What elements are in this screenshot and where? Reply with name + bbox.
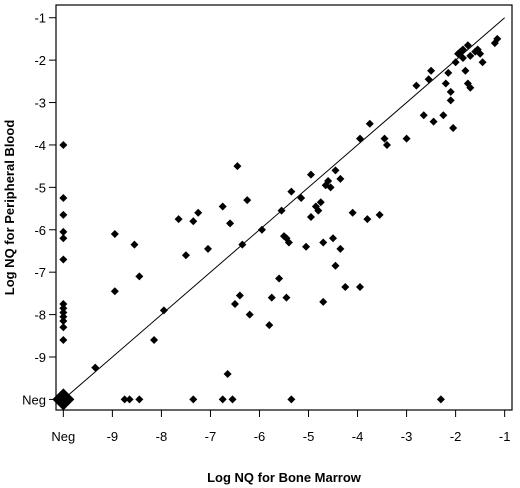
data-point [233, 162, 241, 170]
y-axis-title: Log NQ for Peripheral Blood [2, 120, 17, 296]
data-point [331, 166, 339, 174]
y-tick-label: -8 [34, 308, 46, 323]
data-point [319, 298, 327, 306]
data-point [219, 202, 227, 210]
data-point [437, 395, 445, 403]
data-point [219, 395, 227, 403]
data-point [329, 234, 337, 242]
data-point [319, 238, 327, 246]
data-point [226, 219, 234, 227]
x-axis-title: Log NQ for Bone Marrow [207, 470, 362, 485]
data-point [287, 395, 295, 403]
data-point [236, 291, 244, 299]
y-tick-label: -4 [34, 138, 46, 153]
data-point [160, 306, 168, 314]
data-point [336, 245, 344, 253]
data-point [420, 111, 428, 119]
data-point [449, 124, 457, 132]
data-point [479, 58, 487, 66]
data-point [268, 294, 276, 302]
x-tick-label: -4 [352, 429, 364, 444]
data-point [336, 175, 344, 183]
data-point [175, 215, 183, 223]
identity-line [63, 18, 504, 400]
x-tick-label: -1 [499, 429, 511, 444]
data-point [189, 217, 197, 225]
x-tick-label: -5 [303, 429, 315, 444]
data-point [194, 209, 202, 217]
x-tick-label: -6 [254, 429, 266, 444]
data-point [427, 67, 435, 75]
data-point [59, 141, 67, 149]
data-point [204, 245, 212, 253]
data-point [111, 287, 119, 295]
y-tick-label: -9 [34, 350, 46, 365]
data-point [425, 75, 433, 83]
data-point [366, 120, 374, 128]
data-point [59, 336, 67, 344]
x-tick-label: Neg [51, 429, 75, 444]
data-point [442, 79, 450, 87]
data-point [150, 336, 158, 344]
data-point [307, 171, 315, 179]
data-point [130, 241, 138, 249]
x-tick-label: -2 [450, 429, 462, 444]
data-point [430, 118, 438, 126]
data-point [349, 209, 357, 217]
data-point [356, 283, 364, 291]
data-point [126, 395, 134, 403]
data-point [246, 311, 254, 319]
data-point [444, 69, 452, 77]
data-point [447, 88, 455, 96]
data-point [341, 283, 349, 291]
data-point [59, 194, 67, 202]
data-point [189, 395, 197, 403]
y-tick-label: -7 [34, 265, 46, 280]
data-point [243, 196, 251, 204]
data-point [135, 395, 143, 403]
data-point [307, 213, 315, 221]
data-point [224, 370, 232, 378]
plot-area: Neg -9 -8 -7 -6 -5 -4 -3 -2 -1 Neg -9 -8 -7 -6 -5 -4 -3 -2… [22, 5, 512, 444]
data-point [302, 243, 310, 251]
y-tick-label: -6 [34, 223, 46, 238]
data-point [363, 215, 371, 223]
x-tick-label: -8 [156, 429, 168, 444]
data-point [376, 211, 384, 219]
y-tick-label: -2 [34, 53, 46, 68]
data-point [265, 321, 273, 329]
data-point [403, 135, 411, 143]
data-point [461, 67, 469, 75]
data-point [59, 255, 67, 263]
plot-frame [56, 5, 512, 410]
y-tick-label: -5 [34, 180, 46, 195]
data-point [297, 194, 305, 202]
data-point [135, 272, 143, 280]
y-tick-label: Neg [22, 392, 46, 407]
data-point [59, 323, 67, 331]
y-tick-label: -3 [34, 96, 46, 111]
data-point [59, 211, 67, 219]
data-point [282, 294, 290, 302]
data-point [356, 135, 364, 143]
data-point [275, 275, 283, 283]
data-point [91, 364, 99, 372]
data-point [287, 188, 295, 196]
data-point [439, 111, 447, 119]
data-point [182, 251, 190, 259]
data-point [59, 234, 67, 242]
data-point [452, 58, 460, 66]
data-point [258, 226, 266, 234]
data-point [412, 82, 420, 90]
x-tick-label: -9 [107, 429, 119, 444]
data-point [229, 395, 237, 403]
x-tick-label: -3 [401, 429, 413, 444]
data-point [231, 300, 239, 308]
data-point [447, 96, 455, 104]
data-point [331, 262, 339, 270]
y-tick-label: -1 [34, 11, 46, 26]
x-tick-label: -7 [205, 429, 217, 444]
data-point [111, 230, 119, 238]
